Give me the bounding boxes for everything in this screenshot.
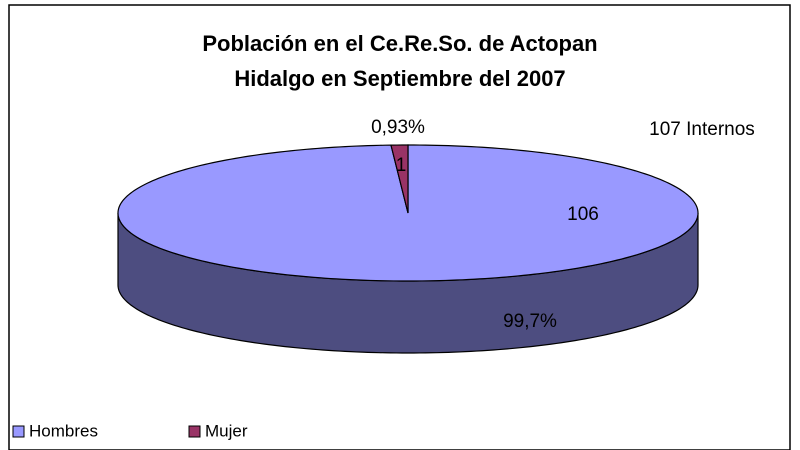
chart-title: Hidalgo en Septiembre del 2007 — [234, 66, 565, 91]
annotation: 107 Internos — [649, 119, 755, 140]
legend-swatch — [12, 425, 25, 438]
percent-label: 0,93% — [371, 117, 425, 138]
legend-swatch — [188, 425, 201, 438]
data-label: 1 — [396, 155, 407, 176]
slice — [390, 144, 409, 214]
legend-label: Mujer — [205, 421, 248, 440]
chart-title: Población en el Ce.Re.So. de Actopan — [202, 31, 597, 56]
percent-label: 99,7% — [503, 311, 557, 332]
data-label: 106 — [567, 204, 599, 225]
legend-label: Hombres — [29, 421, 98, 440]
